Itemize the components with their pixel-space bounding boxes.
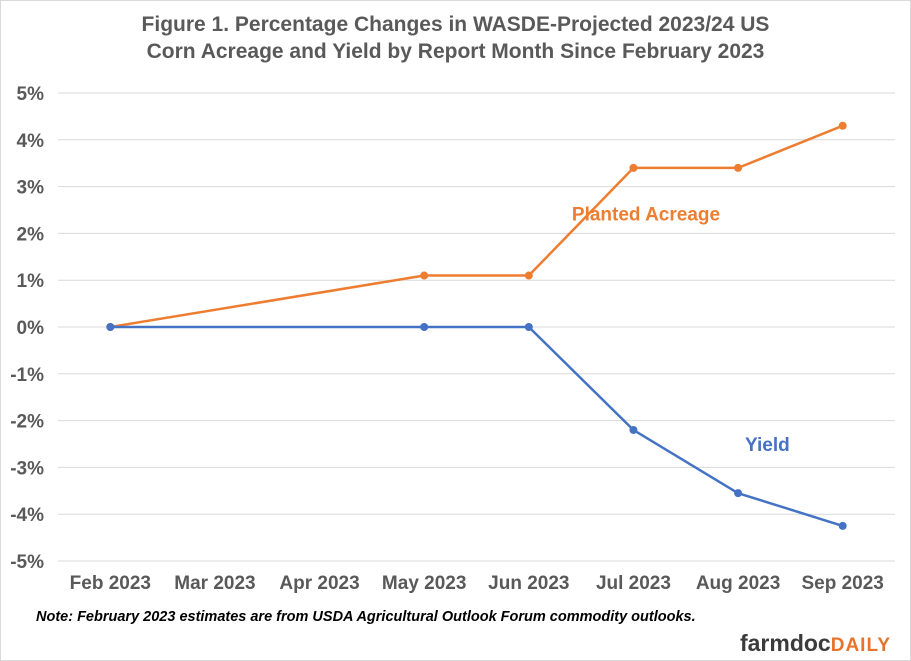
data-point-planted-acreage (838, 121, 847, 130)
y-tick-label: -5% (10, 552, 44, 573)
series-line-planted-acreage (110, 124, 844, 329)
x-tick-label: Mar 2023 (174, 573, 255, 594)
x-tick-label: Feb 2023 (70, 573, 151, 594)
x-tick-label: Aug 2023 (696, 573, 780, 594)
data-point-planted-acreage (420, 271, 429, 280)
chart-note: Note: February 2023 estimates are from U… (36, 609, 696, 625)
data-point-planted-acreage (524, 271, 533, 280)
series-line-yield (110, 325, 844, 528)
y-tick-label: 5% (17, 84, 45, 105)
data-point-planted-acreage (734, 163, 743, 172)
data-point-yield (629, 425, 638, 434)
x-tick-label: Apr 2023 (279, 573, 359, 594)
y-tick-label: -3% (10, 458, 44, 479)
series-label-planted-acreage: Planted Acreage (572, 204, 720, 225)
brand-part-1: farmdoc (739, 630, 831, 656)
data-point-yield (106, 323, 115, 331)
y-tick-label: -2% (10, 412, 44, 433)
farmdoc-daily-logo: farmdocDAILY (740, 630, 891, 657)
y-tick-label: 4% (17, 131, 45, 152)
x-tick-label: Jun 2023 (488, 573, 569, 594)
data-point-planted-acreage (629, 163, 638, 172)
data-point-yield (524, 323, 533, 331)
data-point-yield (838, 521, 847, 530)
brand-part-2: DAILY (830, 635, 891, 656)
y-tick-label: -4% (10, 505, 44, 526)
data-point-yield (420, 323, 429, 331)
y-tick-label: 2% (17, 224, 45, 245)
y-tick-label: 3% (17, 178, 45, 199)
x-tick-label: Jul 2023 (596, 573, 671, 594)
series-label-yield: Yield (745, 435, 790, 456)
chart-title-line-1: Figure 1. Percentage Changes in WASDE-Pr… (141, 13, 770, 36)
x-tick-label: May 2023 (382, 573, 467, 594)
x-tick-label: Sep 2023 (801, 573, 883, 594)
chart-title-line-2: Corn Acreage and Yield by Report Month S… (146, 40, 765, 63)
y-tick-label: -1% (10, 365, 44, 386)
y-tick-label: 1% (17, 271, 45, 292)
data-point-yield (734, 489, 743, 498)
y-tick-label: 0% (17, 318, 45, 339)
